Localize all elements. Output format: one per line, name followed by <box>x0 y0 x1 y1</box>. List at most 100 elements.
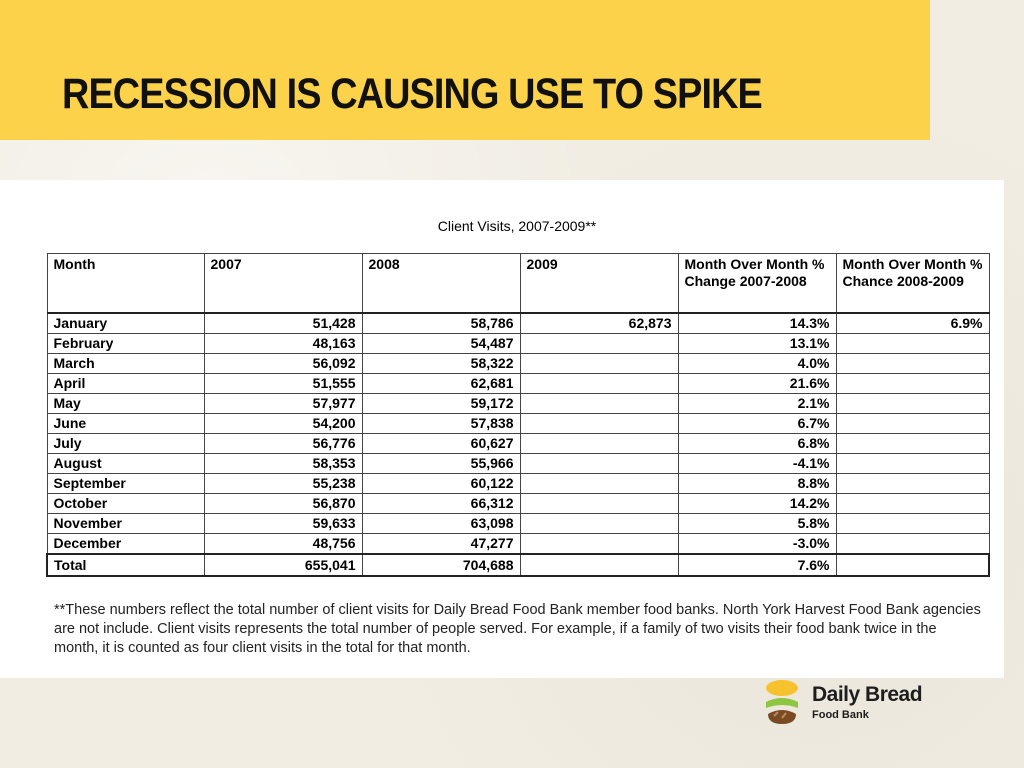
cell-month: October <box>46 493 205 514</box>
client-visits-table: Month 2007 2008 2009 Month Over Month % … <box>46 253 990 577</box>
cell-change-2007-2008: 21.6% <box>677 373 837 394</box>
cell-change-2008-2009 <box>835 453 990 474</box>
table-body: January 51,428 58,786 62,873 14.3% 6.9% Februa… <box>46 312 990 577</box>
cell-value-2008: 59,172 <box>361 393 521 414</box>
cell-value-2008: 704,688 <box>361 553 521 577</box>
cell-change-2008-2009 <box>835 373 990 394</box>
slide-title: RECESSION IS CAUSING USE TO SPIKE <box>62 70 763 118</box>
cell-value-2009: 62,873 <box>519 312 679 334</box>
cell-value-2009 <box>519 393 679 414</box>
cell-value-2009 <box>519 493 679 514</box>
cell-month: April <box>46 373 205 394</box>
table-row: April 51,555 62,681 21.6% <box>46 373 990 394</box>
cell-change-2007-2008: -4.1% <box>677 453 837 474</box>
cell-month: Total <box>46 553 205 577</box>
cell-change-2008-2009 <box>835 353 990 374</box>
cell-change-2007-2008: -3.0% <box>677 533 837 555</box>
cell-value-2009 <box>519 473 679 494</box>
cell-change-2008-2009 <box>835 513 990 534</box>
cell-month: May <box>46 393 205 414</box>
cell-change-2008-2009 <box>835 393 990 414</box>
table-row: June 54,200 57,838 6.7% <box>46 413 990 434</box>
cell-value-2008: 60,627 <box>361 433 521 454</box>
cell-month: November <box>46 513 205 534</box>
cell-value-2008: 57,838 <box>361 413 521 434</box>
cell-value-2007: 58,353 <box>203 453 363 474</box>
cell-value-2008: 66,312 <box>361 493 521 514</box>
cell-value-2009 <box>519 513 679 534</box>
cell-value-2008: 55,966 <box>361 453 521 474</box>
cell-value-2007: 55,238 <box>203 473 363 494</box>
cell-value-2009 <box>519 433 679 454</box>
logo-name: Daily Bread <box>812 683 923 706</box>
cell-month: February <box>46 333 205 354</box>
cell-change-2008-2009 <box>835 433 990 454</box>
cell-change-2007-2008: 13.1% <box>677 333 837 354</box>
header-2007: 2007 <box>203 253 363 314</box>
cell-change-2008-2009 <box>835 473 990 494</box>
cell-change-2007-2008: 7.6% <box>677 553 837 577</box>
cell-change-2008-2009 <box>835 333 990 354</box>
cell-change-2007-2008: 6.8% <box>677 433 837 454</box>
cell-value-2008: 63,098 <box>361 513 521 534</box>
cell-change-2007-2008: 14.3% <box>677 312 837 334</box>
table-row: July 56,776 60,627 6.8% <box>46 433 990 454</box>
header-2009: 2009 <box>519 253 679 314</box>
cell-month: September <box>46 473 205 494</box>
cell-value-2008: 47,277 <box>361 533 521 555</box>
cell-value-2007: 56,776 <box>203 433 363 454</box>
cell-month: December <box>46 533 205 555</box>
table-row: October 56,870 66,312 14.2% <box>46 493 990 514</box>
table-row: May 57,977 59,172 2.1% <box>46 393 990 414</box>
cell-value-2007: 48,163 <box>203 333 363 354</box>
table-row: January 51,428 58,786 62,873 14.3% 6.9% <box>46 312 990 334</box>
cell-value-2009 <box>519 533 679 555</box>
cell-month: July <box>46 433 205 454</box>
cell-month: January <box>46 312 205 334</box>
cell-value-2007: 48,756 <box>203 533 363 555</box>
header-2008: 2008 <box>361 253 521 314</box>
title-banner <box>0 0 930 140</box>
table-row: November 59,633 63,098 5.8% <box>46 513 990 534</box>
cell-value-2008: 54,487 <box>361 333 521 354</box>
cell-change-2007-2008: 6.7% <box>677 413 837 434</box>
cell-value-2009 <box>519 353 679 374</box>
cell-value-2008: 60,122 <box>361 473 521 494</box>
cell-value-2008: 58,786 <box>361 312 521 334</box>
cell-change-2007-2008: 14.2% <box>677 493 837 514</box>
header-month: Month <box>46 253 205 314</box>
cell-change-2007-2008: 5.8% <box>677 513 837 534</box>
cell-change-2008-2009: 6.9% <box>835 312 990 334</box>
cell-value-2008: 62,681 <box>361 373 521 394</box>
cell-change-2008-2009 <box>835 413 990 434</box>
cell-value-2007: 56,092 <box>203 353 363 374</box>
table-row: March 56,092 58,322 4.0% <box>46 353 990 374</box>
cell-value-2007: 57,977 <box>203 393 363 414</box>
daily-bread-logo-icon <box>766 680 798 724</box>
table-row: December 48,756 47,277 -3.0% <box>46 533 990 555</box>
header-row: Month 2007 2008 2009 Month Over Month % … <box>46 253 990 314</box>
cell-value-2009 <box>519 553 679 577</box>
cell-value-2007: 59,633 <box>203 513 363 534</box>
cell-value-2007: 51,555 <box>203 373 363 394</box>
table-row: August 58,353 55,966 -4.1% <box>46 453 990 474</box>
footnote: **These numbers reflect the total number… <box>54 602 981 656</box>
table-title: Client Visits, 2007-2009** <box>437 218 597 234</box>
cell-change-2008-2009 <box>835 533 990 555</box>
cell-month: March <box>46 353 205 374</box>
table-row: September 55,238 60,122 8.8% <box>46 473 990 494</box>
cell-value-2009 <box>519 373 679 394</box>
header-change-2008-2009: Month Over Month % Chance 2008-2009 <box>835 253 990 314</box>
cell-value-2007: 51,428 <box>203 312 363 334</box>
cell-change-2007-2008: 2.1% <box>677 393 837 414</box>
total-row: Total 655,041 704,688 7.6% <box>46 553 990 577</box>
cell-change-2008-2009 <box>835 493 990 514</box>
cell-month: June <box>46 413 205 434</box>
table-row: February 48,163 54,487 13.1% <box>46 333 990 354</box>
cell-change-2007-2008: 4.0% <box>677 353 837 374</box>
logo-subtitle: Food Bank <box>812 709 869 721</box>
cell-value-2009 <box>519 453 679 474</box>
cell-value-2007: 54,200 <box>203 413 363 434</box>
cell-value-2009 <box>519 413 679 434</box>
cell-value-2009 <box>519 333 679 354</box>
